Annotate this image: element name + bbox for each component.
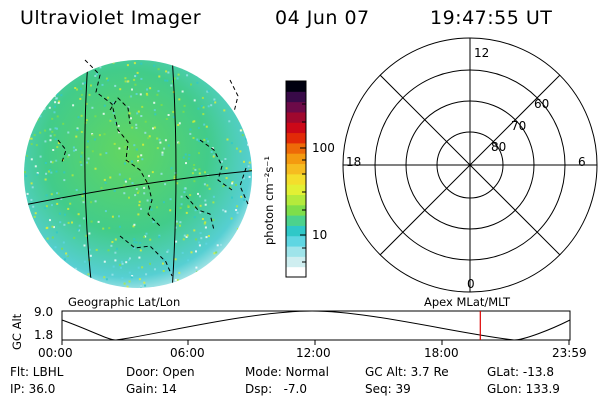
colorbar-segment	[286, 81, 306, 92]
colorbar	[286, 81, 306, 278]
info-door: Door: Open	[126, 365, 195, 379]
colorbar-segment	[286, 142, 306, 154]
mlt-label-6: 6	[578, 155, 586, 169]
colorbar-segment	[286, 184, 306, 195]
info-glat: GLat: -13.8	[487, 365, 554, 379]
colorbar-segment	[286, 163, 306, 175]
geographic-label: Geographic Lat/Lon	[68, 295, 181, 309]
mlat-label-60: 60	[534, 97, 550, 111]
colorbar-segment	[286, 101, 306, 113]
xtick-1800: 18:00	[424, 346, 459, 360]
uv-image	[24, 59, 252, 288]
colorbar-segment	[286, 225, 306, 237]
info-seq: Seq: 39	[365, 382, 411, 396]
info-mode: Mode: Normal	[245, 365, 329, 379]
app-title: Ultraviolet Imager	[20, 7, 202, 29]
apex-label: Apex MLat/MLT	[424, 295, 511, 309]
colorbar-segment	[286, 235, 306, 247]
colorbar-segment	[286, 173, 306, 185]
info-glon: GLon: 133.9	[487, 382, 560, 396]
date-label: 04 Jun 07	[275, 7, 370, 29]
timeline-ticks	[61, 340, 570, 345]
ymin-label: 1.8	[34, 328, 54, 342]
mlt-label-0: 0	[467, 277, 475, 291]
info-flt: Flt: LBHL	[10, 365, 64, 379]
geo-grid	[24, 60, 252, 288]
colorbar-segment	[286, 215, 306, 226]
xtick-2359: 23:59	[552, 346, 587, 360]
ymax-label: 9.0	[34, 305, 54, 319]
colorbar-segment	[286, 256, 306, 268]
colorbar-frame	[285, 80, 307, 278]
colorbar-label-100: 100	[312, 141, 335, 155]
colorbar-unit-label: photon cm⁻²s⁻¹	[262, 156, 276, 245]
coastlines	[57, 59, 249, 277]
mlt-label-12: 12	[474, 46, 490, 60]
info-dsp: Dsp: -7.0	[245, 382, 308, 396]
gc-alt-axis-label: GC Alt	[10, 313, 24, 350]
colorbar-label-10: 10	[312, 228, 328, 242]
colorbar-minor-ticks	[302, 103, 306, 263]
mlt-label-18: 18	[346, 155, 362, 169]
info-gc-alt: GC Alt: 3.7 Re	[365, 365, 449, 379]
colorbar-segment	[286, 91, 306, 103]
timeline-frame	[61, 310, 571, 341]
colorbar-segment	[286, 194, 306, 206]
time-label: 19:47:55 UT	[430, 7, 553, 29]
xtick-0600: 06:00	[170, 346, 205, 360]
info-ip: IP: 36.0	[10, 382, 56, 396]
mlat-label-70: 70	[511, 119, 527, 133]
mlat-label-80: 80	[491, 140, 507, 154]
colorbar-segment	[286, 246, 306, 257]
xtick-1200: 12:00	[296, 346, 331, 360]
colorbar-segment	[286, 122, 306, 134]
altitude-timeline	[61, 310, 571, 345]
polar-grid	[342, 37, 598, 293]
colorbar-segment	[286, 266, 306, 278]
colorbar-segment	[286, 153, 306, 165]
info-gain: Gain: 14	[126, 382, 177, 396]
altitude-curve	[61, 310, 571, 341]
xtick-0000: 00:00	[38, 346, 73, 360]
colorbar-segment	[286, 111, 306, 123]
colorbar-segment	[286, 204, 306, 216]
colorbar-segment	[286, 132, 306, 144]
